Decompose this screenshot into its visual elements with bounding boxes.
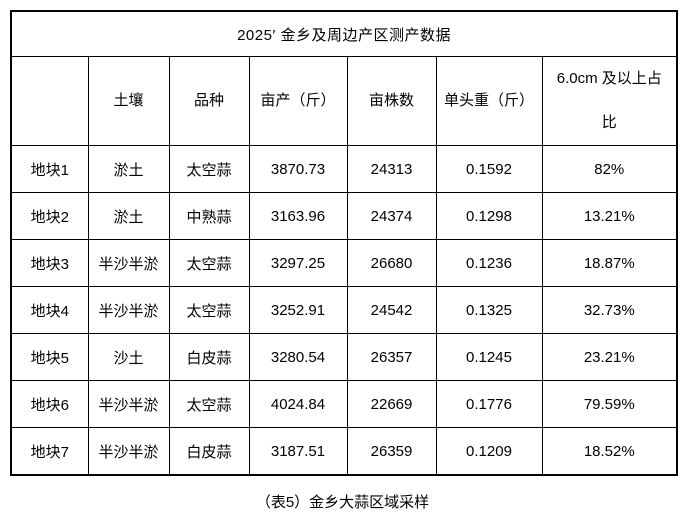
cell-single-head-weight-jin: 0.1209: [435, 427, 543, 476]
cell-yield-per-mu-jin: 3280.54: [248, 333, 348, 381]
cell-plot: 地块5: [10, 333, 89, 381]
column-header-plants-per-mu: 亩株数: [346, 56, 437, 146]
cell-variety: 白皮蒜: [168, 333, 250, 381]
cell-yield-per-mu-jin: 3163.96: [248, 192, 348, 240]
cell-plot: 地块4: [10, 286, 89, 334]
table-caption: （表5）金乡大蒜区域采样: [255, 494, 430, 511]
column-header-variety: 品种: [168, 56, 250, 146]
cell-soil: 半沙半淤: [87, 239, 170, 287]
cell-soil: 半沙半淤: [87, 286, 170, 334]
table-row: 地块6 半沙半淤 太空蒜 4024.84 22669 0.1776 79.59%: [10, 380, 678, 428]
cell-yield-per-mu-jin: 3187.51: [248, 427, 348, 476]
cell-plants-per-mu: 26357: [346, 333, 437, 381]
cell-plants-per-mu: 22669: [346, 380, 437, 428]
cell-plot: 地块1: [10, 145, 89, 193]
cell-yield-per-mu-jin: 3870.73: [248, 145, 348, 193]
cell-soil: 淤土: [87, 145, 170, 193]
table-title: 2025′ 金乡及周边产区测产数据: [10, 10, 678, 57]
column-header-yield-per-mu-jin: 亩产（斤）: [248, 56, 348, 146]
table-body: 地块1 淤土 太空蒜 3870.73 24313 0.1592 82% 地块2 淤土 中熟蒜 316…: [10, 145, 678, 476]
title-row: 2025′ 金乡及周边产区测产数据: [10, 10, 678, 57]
yield-data-table: 2025′ 金乡及周边产区测产数据 土壤 品种 亩产（斤） 亩株数 单头重（斤） 6.0c…: [10, 10, 679, 476]
page: 2025′ 金乡及周边产区测产数据 土壤 品种 亩产（斤） 亩株数 单头重（斤） 6.0c…: [0, 10, 685, 522]
cell-single-head-weight-jin: 0.1298: [435, 192, 543, 240]
cell-plot: 地块3: [10, 239, 89, 287]
cell-yield-per-mu-jin: 4024.84: [248, 380, 348, 428]
cell-single-head-weight-jin: 0.1776: [435, 380, 543, 428]
column-header-soil: 土壤: [87, 56, 170, 146]
cell-share-6cm-and-above: 32.73%: [541, 286, 678, 334]
cell-share-6cm-and-above: 18.87%: [541, 239, 678, 287]
table-row: 地块5 沙土 白皮蒜 3280.54 26357 0.1245 23.21%: [10, 333, 678, 381]
cell-share-6cm-and-above: 13.21%: [541, 192, 678, 240]
cell-variety: 太空蒜: [168, 145, 250, 193]
cell-single-head-weight-jin: 0.1325: [435, 286, 543, 334]
cell-yield-per-mu-jin: 3252.91: [248, 286, 348, 334]
column-header-share-6cm-and-above: 6.0cm 及以上占 比: [541, 56, 678, 146]
cell-plot: 地块2: [10, 192, 89, 240]
column-header-plot: [10, 56, 89, 146]
cell-variety: 太空蒜: [168, 239, 250, 287]
table-row: 地块3 半沙半淤 太空蒜 3297.25 26680 0.1236 18.87%: [10, 239, 678, 287]
cell-plants-per-mu: 26680: [346, 239, 437, 287]
cell-variety: 白皮蒜: [168, 427, 250, 476]
cell-share-6cm-and-above: 23.21%: [541, 333, 678, 381]
cell-share-6cm-and-above: 18.52%: [541, 427, 678, 476]
table-row: 地块2 淤土 中熟蒜 3163.96 24374 0.1298 13.21%: [10, 192, 678, 240]
table-row: 地块4 半沙半淤 太空蒜 3252.91 24542 0.1325 32.73%: [10, 286, 678, 334]
header-row: 土壤 品种 亩产（斤） 亩株数 单头重（斤） 6.0cm 及以上占 比: [10, 56, 678, 146]
cell-single-head-weight-jin: 0.1245: [435, 333, 543, 381]
cell-plants-per-mu: 24374: [346, 192, 437, 240]
table-row: 地块7 半沙半淤 白皮蒜 3187.51 26359 0.1209 18.52%: [10, 427, 678, 476]
cell-share-6cm-and-above: 79.59%: [541, 380, 678, 428]
cell-soil: 淤土: [87, 192, 170, 240]
cell-variety: 中熟蒜: [168, 192, 250, 240]
cell-soil: 半沙半淤: [87, 427, 170, 476]
cell-variety: 太空蒜: [168, 380, 250, 428]
column-header-single-head-weight-jin: 单头重（斤）: [435, 56, 543, 146]
table-row: 地块1 淤土 太空蒜 3870.73 24313 0.1592 82%: [10, 145, 678, 193]
cell-plot: 地块7: [10, 427, 89, 476]
cell-soil: 半沙半淤: [87, 380, 170, 428]
cell-plants-per-mu: 24313: [346, 145, 437, 193]
cell-variety: 太空蒜: [168, 286, 250, 334]
cell-plants-per-mu: 26359: [346, 427, 437, 476]
cell-single-head-weight-jin: 0.1592: [435, 145, 543, 193]
cell-single-head-weight-jin: 0.1236: [435, 239, 543, 287]
cell-yield-per-mu-jin: 3297.25: [248, 239, 348, 287]
cell-share-6cm-and-above: 82%: [541, 145, 678, 193]
cell-plants-per-mu: 24542: [346, 286, 437, 334]
cell-plot: 地块6: [10, 380, 89, 428]
cell-soil: 沙土: [87, 333, 170, 381]
